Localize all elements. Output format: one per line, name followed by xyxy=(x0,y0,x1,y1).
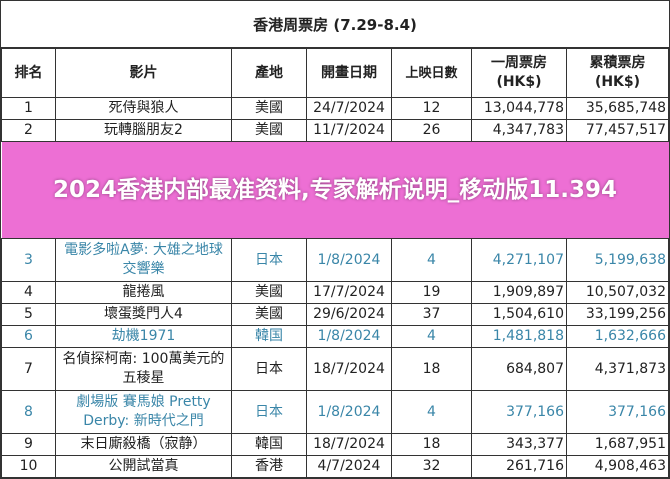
header-weekly: 一周票房 (HK$) xyxy=(471,48,567,98)
cell-days: 18 xyxy=(391,347,472,391)
cell-rank: 5 xyxy=(1,303,56,326)
cell-days: 26 xyxy=(391,119,472,142)
table-title: 香港周票房 (7.29-8.4) xyxy=(1,1,669,48)
cell-days: 4 xyxy=(391,325,472,348)
cell-date: 1/8/2024 xyxy=(306,238,392,282)
cell-origin: 日本 xyxy=(231,347,307,391)
cell-weekly: 13,044,778 xyxy=(471,97,567,120)
cell-film: 公開試當真 xyxy=(55,455,232,478)
cell-weekly: 684,807 xyxy=(471,347,567,391)
cell-date: 1/8/2024 xyxy=(306,390,392,434)
cell-days: 32 xyxy=(391,455,472,478)
cell-origin: 韓国 xyxy=(231,325,307,348)
cell-date: 18/7/2024 xyxy=(306,433,392,456)
cell-date: 24/7/2024 xyxy=(306,97,392,120)
cell-origin: 美國 xyxy=(231,281,307,304)
cell-rank: 4 xyxy=(1,281,56,304)
cell-origin: 日本 xyxy=(231,390,307,434)
cell-total: 77,457,517 xyxy=(566,119,669,142)
cell-days: 12 xyxy=(391,97,472,120)
table-row: 5 壞蛋獎門人4 美國 29/6/2024 37 1,504,610 33,199,256 xyxy=(1,303,669,326)
cell-origin: 美國 xyxy=(231,97,307,120)
cell-weekly: 343,377 xyxy=(471,433,567,456)
cell-origin: 香港 xyxy=(231,455,307,478)
cell-rank: 1 xyxy=(1,97,56,120)
cell-total: 1,632,666 xyxy=(566,325,669,348)
cell-total: 33,199,256 xyxy=(566,303,669,326)
cell-origin: 日本 xyxy=(231,238,307,282)
cell-days: 19 xyxy=(391,281,472,304)
cell-weekly: 4,271,107 xyxy=(471,238,567,282)
table-row: 1 死侍與狼人 美國 24/7/2024 12 13,044,778 35,685,748 xyxy=(1,97,669,120)
table-row: 3 電影多啦A夢: 大雄之地球交響樂 日本 1/8/2024 4 4,271,107 5,1… xyxy=(1,238,669,282)
cell-film: 玩轉腦朋友2 xyxy=(55,119,232,142)
cell-days: 4 xyxy=(391,238,472,282)
cell-days: 18 xyxy=(391,433,472,456)
cell-date: 18/7/2024 xyxy=(306,347,392,391)
cell-weekly: 4,347,783 xyxy=(471,119,567,142)
cell-total: 10,507,032 xyxy=(566,281,669,304)
table-row: 8 劇場版 賽馬娘 Pretty Derby: 新時代之門 日本 1/8/2024 4 3… xyxy=(1,390,669,434)
header-film: 影片 xyxy=(55,48,232,98)
banner-cell: 2024香港内部最准资料,专家解析说明_移动版11.394 xyxy=(1,141,669,239)
cell-total: 4,371,873 xyxy=(566,347,669,391)
cell-origin: 韓国 xyxy=(231,433,307,456)
cell-date: 17/7/2024 xyxy=(306,281,392,304)
cell-film: 壞蛋獎門人4 xyxy=(55,303,232,326)
cell-film: 劇場版 賽馬娘 Pretty Derby: 新時代之門 xyxy=(55,390,232,434)
box-office-table: 排名 影片 產地 開畫日期 上映日數 一周票房 (HK$) 累積票房 (HK$)… xyxy=(1,48,669,478)
cell-rank: 10 xyxy=(1,455,56,478)
cell-days: 37 xyxy=(391,303,472,326)
cell-date: 29/6/2024 xyxy=(306,303,392,326)
cell-weekly: 377,166 xyxy=(471,390,567,434)
cell-film: 死侍與狼人 xyxy=(55,97,232,120)
cell-rank: 6 xyxy=(1,325,56,348)
header-origin: 產地 xyxy=(231,48,307,98)
cell-weekly: 1,504,610 xyxy=(471,303,567,326)
table-row: 10 公開試當真 香港 4/7/2024 32 261,716 4,908,463 xyxy=(1,455,669,478)
cell-date: 1/8/2024 xyxy=(306,325,392,348)
header-total: 累積票房 (HK$) xyxy=(566,48,669,98)
banner-row: 2024香港内部最准资料,专家解析说明_移动版11.394 xyxy=(1,141,669,239)
cell-total: 377,166 xyxy=(566,390,669,434)
header-rank: 排名 xyxy=(1,48,56,98)
cell-origin: 美國 xyxy=(231,119,307,142)
cell-rank: 7 xyxy=(1,347,56,391)
table-row: 2 玩轉腦朋友2 美國 11/7/2024 26 4,347,783 77,457,517 xyxy=(1,119,669,142)
table-row: 4 龍捲風 美國 17/7/2024 19 1,909,897 10,507,032 xyxy=(1,281,669,304)
cell-origin: 美國 xyxy=(231,303,307,326)
cell-film: 電影多啦A夢: 大雄之地球交響樂 xyxy=(55,238,232,282)
cell-film: 劫機1971 xyxy=(55,325,232,348)
cell-date: 4/7/2024 xyxy=(306,455,392,478)
header-days: 上映日數 xyxy=(391,48,472,98)
cell-rank: 8 xyxy=(1,390,56,434)
overlay-banner: 2024香港内部最准资料,专家解析说明_移动版11.394 xyxy=(1,142,669,238)
cell-film: 末日廝殺橋（寂静） xyxy=(55,433,232,456)
cell-rank: 2 xyxy=(1,119,56,142)
cell-total: 35,685,748 xyxy=(566,97,669,120)
cell-film: 龍捲風 xyxy=(55,281,232,304)
header-date: 開畫日期 xyxy=(306,48,392,98)
cell-total: 1,687,951 xyxy=(566,433,669,456)
header-row: 排名 影片 產地 開畫日期 上映日數 一周票房 (HK$) 累積票房 (HK$) xyxy=(1,48,669,98)
cell-days: 4 xyxy=(391,390,472,434)
cell-film: 名偵探柯南: 100萬美元的五稜星 xyxy=(55,347,232,391)
cell-total: 5,199,638 xyxy=(566,238,669,282)
cell-weekly: 261,716 xyxy=(471,455,567,478)
table-row: 6 劫機1971 韓国 1/8/2024 4 1,481,818 1,632,666 xyxy=(1,325,669,348)
cell-weekly: 1,909,897 xyxy=(471,281,567,304)
table-row: 9 末日廝殺橋（寂静） 韓国 18/7/2024 18 343,377 1,687,951 xyxy=(1,433,669,456)
cell-total: 4,908,463 xyxy=(566,455,669,478)
cell-rank: 9 xyxy=(1,433,56,456)
cell-date: 11/7/2024 xyxy=(306,119,392,142)
cell-weekly: 1,481,818 xyxy=(471,325,567,348)
cell-rank: 3 xyxy=(1,238,56,282)
table-row: 7 名偵探柯南: 100萬美元的五稜星 日本 18/7/2024 18 684,807 4,… xyxy=(1,347,669,391)
banner-text: 2024香港内部最准资料,专家解析说明_移动版11.394 xyxy=(52,177,617,203)
